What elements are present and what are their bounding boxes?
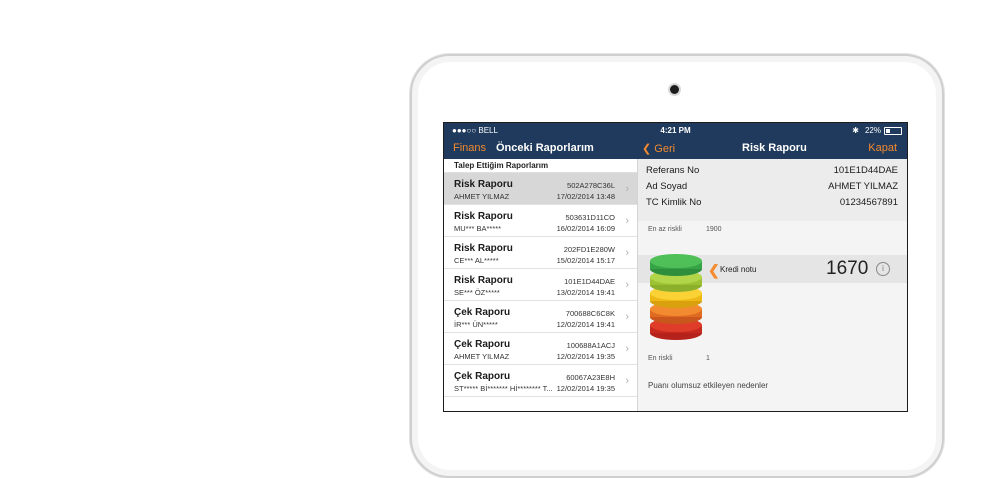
report-list-item[interactable]: Çek Raporu AHMET YILMAZ 100688A1ACJ 12/02/2… [444,333,637,365]
chevron-right-icon: › [625,375,629,387]
chevron-right-icon: › [625,247,629,259]
report-person: İR*** ÜN***** [454,320,498,329]
least-risky-label: En az riskli [648,226,682,233]
finans-back-button[interactable]: Finans [453,142,487,154]
detail-title: Risk Raporu [742,142,807,154]
geri-back-button[interactable]: ❮ Geri [642,142,675,155]
chevron-right-icon: › [625,343,629,355]
tc-value: 01234567891 [839,197,898,208]
risk-gauge-cylinders [650,254,702,340]
status-time: 4:21 PM [660,126,691,135]
report-type: Risk Raporu [454,211,513,222]
report-date: 12/02/2014 19:35 [556,352,615,361]
report-list: Talep Ettiğim Raporlarım Risk Raporu AHME… [444,159,638,411]
report-code: 60067A23E8H [566,373,615,382]
credit-score-value: 1670 [826,258,869,279]
report-person: AHMET YILMAZ [454,352,510,361]
reference-value: 101E1D44DAE [833,165,898,176]
report-person: MU*** BA***** [454,224,502,233]
tc-row: TC Kimlik No 01234567891 [646,197,898,211]
camera-icon [670,85,679,94]
report-person: SE*** ÖZ***** [454,288,500,297]
reference-row: Referans No 101E1D44DAE [646,165,898,179]
report-info: Referans No 101E1D44DAE Ad Soyad AHMET Y… [638,159,907,221]
report-date: 17/02/2014 13:48 [556,192,615,201]
report-code: 202FD1E280W [563,245,615,254]
report-list-item[interactable]: Risk Raporu SE*** ÖZ***** 101E1D44DAE 13/02… [444,269,637,301]
tablet-screen: ●●●○○ BELL 4:21 PM ✱ 22% Finans Önceki R… [443,122,908,412]
info-icon[interactable]: i [876,262,890,276]
report-type: Çek Raporu [454,339,511,350]
credit-score-label: Kredi notu [720,265,757,274]
most-risky-label: En riskli [648,355,673,362]
report-date: 16/02/2014 16:09 [556,224,615,233]
report-type: Risk Raporu [454,275,513,286]
battery-icon [884,127,902,135]
report-person: AHMET YILMAZ [454,192,510,201]
report-person: ST***** Bİ******* Hİ******** T... [454,384,553,393]
battery-percent: 22% [864,126,881,135]
report-person: CE*** AL***** [454,256,499,265]
report-type: Çek Raporu [454,371,511,382]
chevron-right-icon: › [625,311,629,323]
report-type: Risk Raporu [454,243,513,254]
report-date: 12/02/2014 19:35 [556,384,615,393]
navigation-bar: Finans Önceki Raporlarım ❮ Geri Risk Rap… [444,137,907,159]
min-score-label: 1 [706,355,710,362]
report-detail: Referans No 101E1D44DAE Ad Soyad AHMET Y… [638,159,907,411]
chevron-right-icon: › [625,183,629,195]
negative-factors-title: Puanı olumsuz etkileyen nedenler [648,381,769,390]
report-list-item[interactable]: Çek Raporu ST***** Bİ******* Hİ******** T… [444,365,637,397]
chevron-right-icon: › [625,215,629,227]
report-list-item[interactable]: Çek Raporu İR*** ÜN***** 700688C6C8K 12/02/… [444,301,637,333]
report-date: 13/02/2014 19:41 [556,288,615,297]
chevron-right-icon: › [625,279,629,291]
report-list-item[interactable]: Risk Raporu AHMET YILMAZ 502A278C36L 17/02/… [444,173,637,205]
list-section-header: Talep Ettiğim Raporlarım [444,159,637,173]
list-title: Önceki Raporlarım [496,142,594,154]
bluetooth-icon: ✱ [852,126,859,135]
report-code: 700688C6C8K [565,309,615,318]
name-value: AHMET YILMAZ [828,181,898,192]
kapat-button[interactable]: Kapat [868,142,897,154]
report-list-item[interactable]: Risk Raporu MU*** BA***** 503631D11CO 16/02… [444,205,637,237]
report-code: 503631D11CO [565,213,615,222]
max-score-label: 1900 [706,226,722,233]
tc-label: TC Kimlik No [646,197,702,208]
name-label: Ad Soyad [646,181,688,192]
score-pointer-icon: ❮ [708,262,720,278]
reference-label: Referans No [646,165,700,176]
top-bar: ●●●○○ BELL 4:21 PM ✱ 22% Finans Önceki R… [444,123,907,159]
report-code: 100688A1ACJ [566,341,615,350]
report-type: Çek Raporu [454,307,511,318]
report-date: 15/02/2014 15:17 [556,256,615,265]
report-code: 101E1D44DAE [564,277,615,286]
report-date: 12/02/2014 19:41 [556,320,615,329]
geri-label: Geri [654,143,676,155]
report-list-item[interactable]: Risk Raporu CE*** AL***** 202FD1E280W 15/02… [444,237,637,269]
report-type: Risk Raporu [454,179,513,190]
chevron-left-icon: ❮ [642,143,652,155]
status-bar: ●●●○○ BELL 4:21 PM ✱ 22% [444,123,907,137]
report-code: 502A278C36L [567,181,615,190]
carrier-signal: ●●●○○ BELL [452,126,498,135]
name-row: Ad Soyad AHMET YILMAZ [646,181,898,195]
